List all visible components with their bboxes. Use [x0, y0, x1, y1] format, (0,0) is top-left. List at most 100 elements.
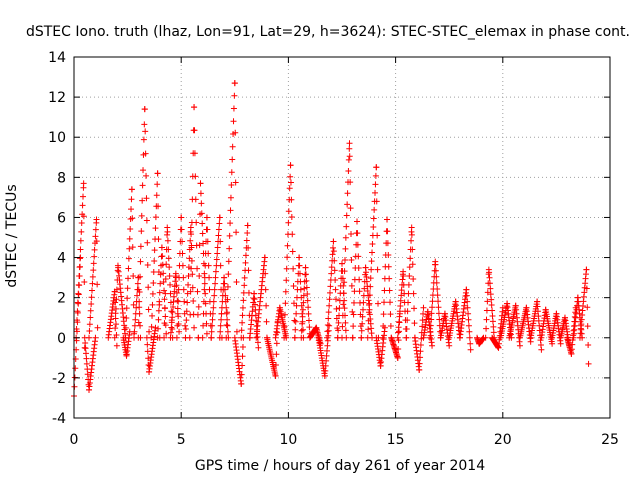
data-point: [420, 304, 427, 311]
data-point: [232, 179, 239, 186]
data-point: [297, 286, 304, 293]
data-point: [137, 273, 144, 280]
data-point: [328, 270, 335, 277]
y-tick-label: -4: [52, 411, 66, 427]
data-point: [210, 298, 217, 305]
data-point: [306, 324, 313, 331]
data-point: [355, 253, 362, 260]
data-point: [224, 296, 231, 303]
data-point: [93, 238, 100, 245]
data-point: [226, 232, 233, 239]
data-point: [142, 150, 149, 157]
data-point: [156, 298, 163, 305]
data-point: [394, 354, 401, 361]
data-point: [205, 250, 212, 257]
data-point: [583, 285, 590, 292]
data-point: [400, 281, 407, 288]
data-point: [288, 214, 295, 221]
data-point: [323, 334, 330, 341]
data-point: [326, 322, 333, 329]
data-point: [485, 266, 492, 273]
data-point: [405, 299, 412, 306]
data-point: [585, 341, 592, 348]
data-point: [293, 302, 300, 309]
data-point: [301, 285, 308, 292]
data-point: [144, 341, 151, 348]
data-point: [484, 289, 491, 296]
data-point: [224, 322, 231, 329]
data-point: [385, 251, 392, 258]
data-point: [345, 156, 352, 163]
data-point: [339, 334, 345, 341]
data-point: [417, 348, 424, 355]
data-point: [146, 328, 153, 335]
data-point: [216, 334, 223, 341]
data-point: [198, 200, 205, 207]
data-point: [323, 357, 330, 364]
data-point: [89, 273, 96, 280]
data-point: [188, 242, 195, 249]
data-point: [188, 231, 195, 238]
x-tick-label: 15: [387, 432, 405, 448]
data-point: [199, 334, 206, 341]
data-point: [124, 285, 131, 292]
data-point: [79, 202, 86, 209]
data-point: [187, 237, 194, 244]
data-point: [168, 324, 175, 331]
data-point: [149, 290, 156, 297]
data-point: [488, 296, 495, 303]
data-point: [419, 317, 426, 324]
data-point: [221, 280, 228, 287]
data-point: [216, 220, 223, 227]
data-point: [89, 280, 96, 287]
data-point: [197, 180, 204, 187]
data-point: [348, 231, 355, 238]
data-point: [411, 320, 418, 327]
data-point: [254, 333, 261, 340]
data-point: [174, 297, 181, 304]
data-point: [299, 313, 306, 320]
data-point: [137, 243, 144, 250]
data-point: [585, 360, 592, 367]
data-point: [216, 214, 223, 221]
data-point: [172, 278, 179, 285]
data-point: [289, 231, 296, 238]
data-point: [409, 246, 416, 253]
data-point: [228, 181, 235, 188]
data-point: [203, 330, 210, 337]
data-point: [86, 386, 93, 393]
data-point: [336, 305, 343, 312]
data-point: [332, 277, 339, 284]
data-point: [523, 304, 530, 311]
data-point: [405, 281, 412, 288]
data-point: [348, 256, 355, 263]
data-point: [435, 304, 442, 311]
data-point: [369, 241, 376, 248]
data-point: [179, 262, 186, 269]
data-point: [78, 228, 85, 235]
data-point: [429, 298, 436, 305]
data-point: [379, 334, 386, 341]
data-point: [340, 282, 347, 289]
data-point: [281, 334, 288, 341]
data-point: [212, 268, 219, 275]
data-point: [184, 299, 191, 306]
data-point: [326, 302, 333, 309]
data-point: [323, 352, 330, 359]
data-point: [167, 290, 174, 297]
data-point: [292, 318, 299, 325]
data-point: [128, 196, 135, 203]
data-point: [123, 305, 130, 312]
data-point: [113, 286, 120, 293]
data-point: [504, 300, 511, 307]
data-point: [322, 367, 329, 374]
data-point: [403, 325, 410, 332]
data-point: [359, 313, 366, 320]
data-point: [204, 226, 211, 233]
data-point: [426, 334, 433, 341]
y-tick-label: -2: [52, 371, 66, 387]
data-point: [181, 298, 188, 305]
data-point: [127, 225, 134, 232]
chart-title: dSTEC Iono. truth (lhaz, Lon=91, Lat=29,…: [26, 24, 630, 40]
data-point: [467, 340, 474, 347]
